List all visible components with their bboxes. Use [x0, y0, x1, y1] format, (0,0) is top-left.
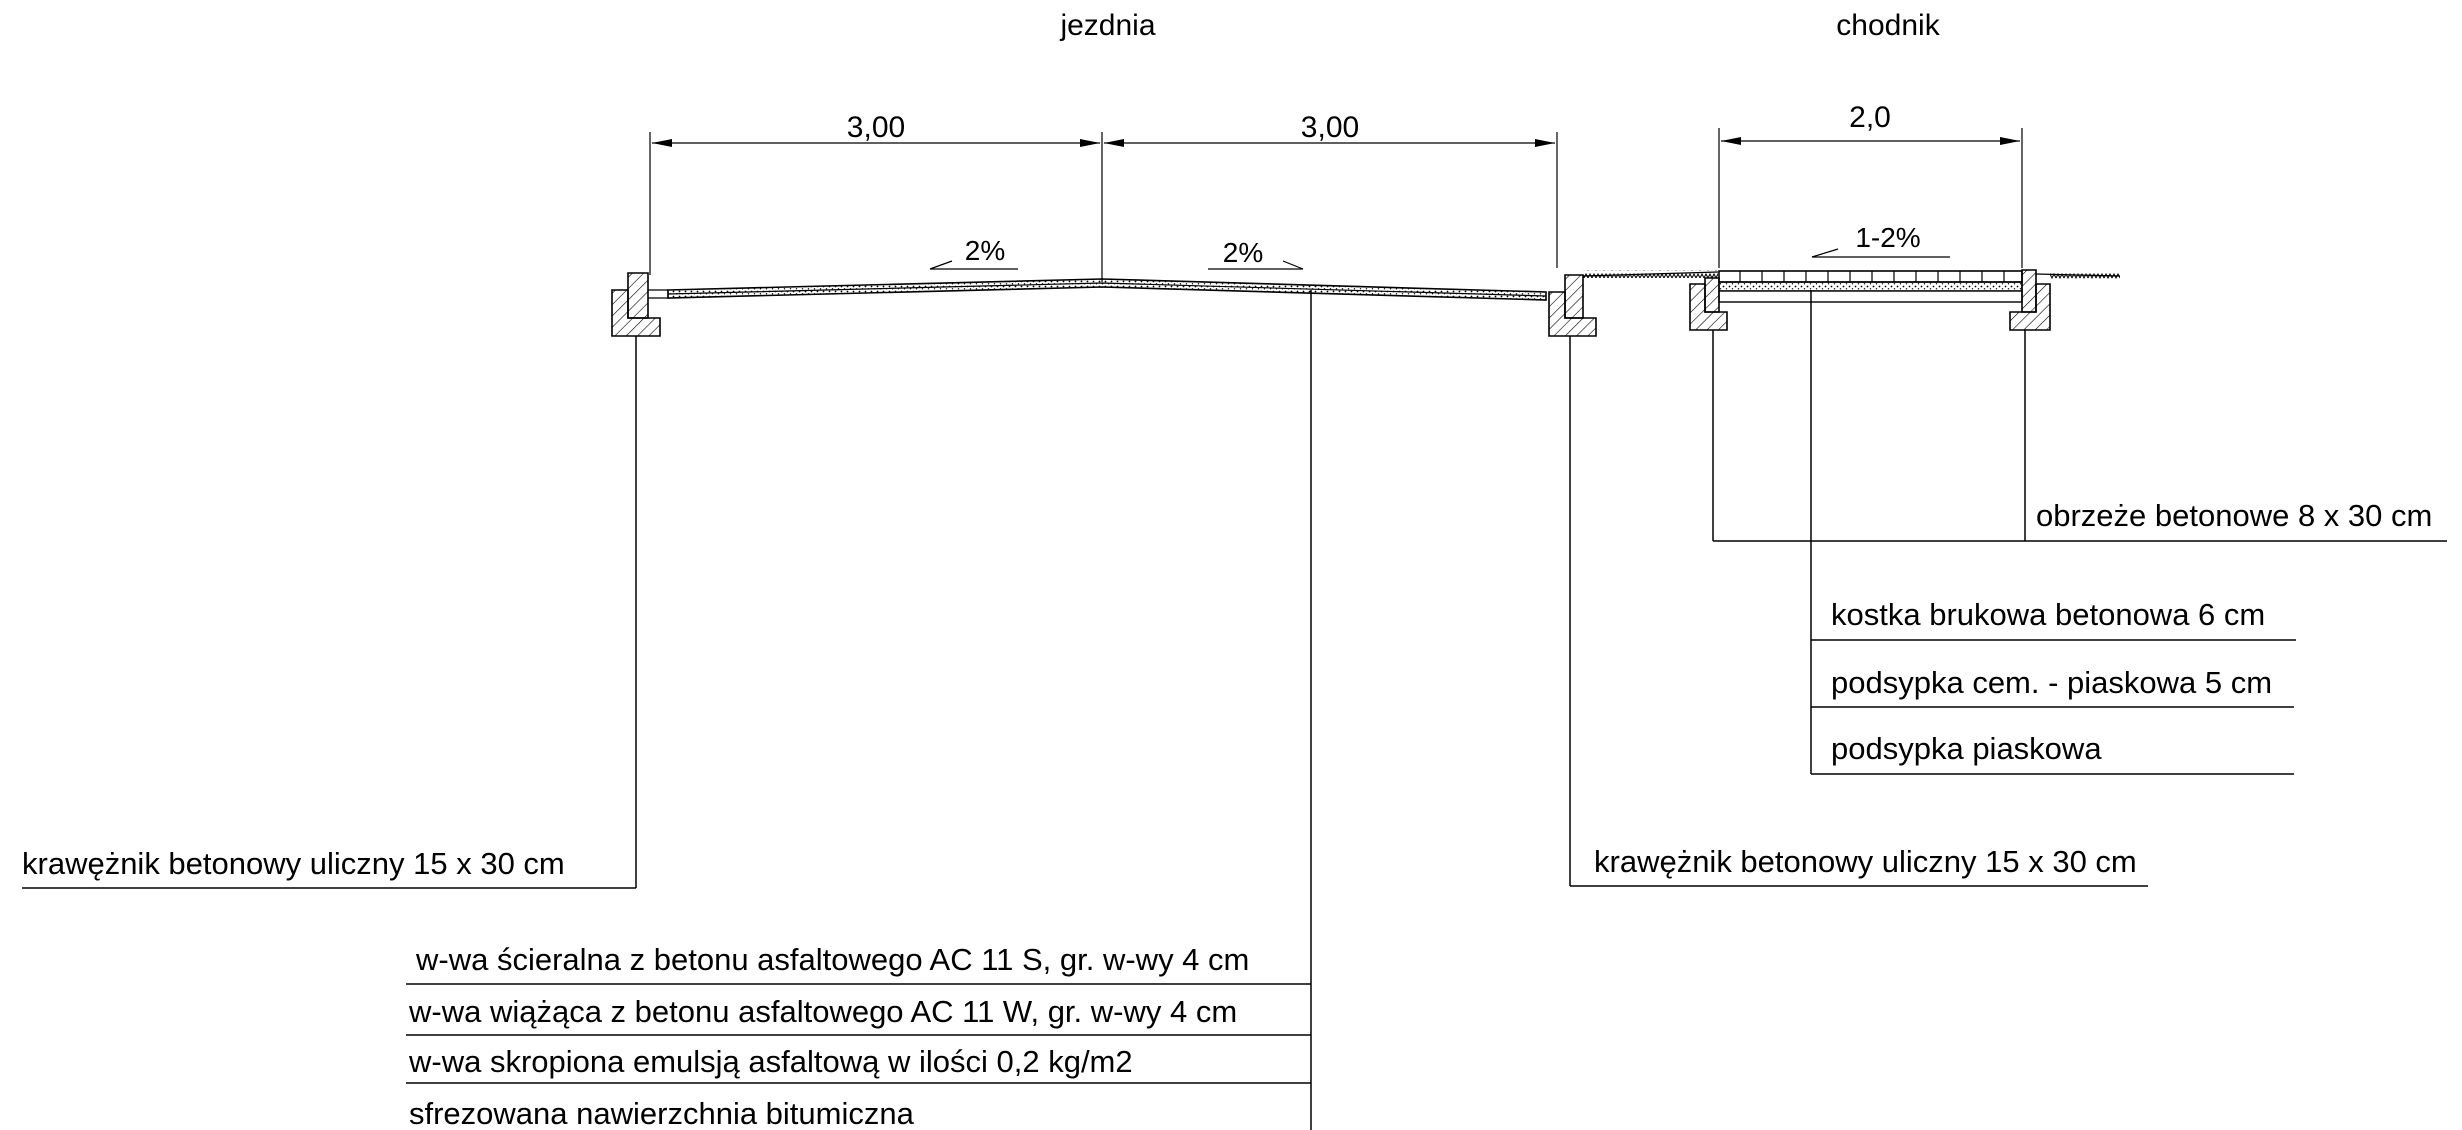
curb-right-label: krawężnik betonowy uliczny 15 x 30 cm — [1594, 844, 2137, 879]
grass-verge — [1583, 270, 1718, 278]
slope-left-lane-label: 2% — [965, 235, 1005, 266]
curb-left-label: krawężnik betonowy uliczny 15 x 30 cm — [22, 846, 565, 881]
slope-right-lane-label: 2% — [1223, 237, 1263, 268]
edging-label: obrzeże betonowe 8 x 30 cm — [2036, 498, 2432, 533]
right-curb — [1549, 275, 1596, 336]
dimension-left-lane: 3,00 — [650, 111, 1102, 282]
sidewalk-layer-paving: kostka brukowa betonowa 6 cm — [1831, 597, 2265, 632]
sidewalk-layer-cement-sand: podsypka cem. - piaskowa 5 cm — [1831, 665, 2272, 700]
dimension-sidewalk-label: 2,0 — [1849, 101, 1891, 134]
slope-right-lane: 2% — [1208, 237, 1303, 269]
sidewalk-layer-list: kostka brukowa betonowa 6 cm podsypka ce… — [1831, 597, 2272, 766]
dimension-left-lane-label: 3,00 — [847, 111, 905, 144]
road-layer-wearing: w-wa ścieralna z betonu asfaltowego AC 1… — [415, 942, 1249, 977]
roadway-header: jezdnia — [1059, 9, 1155, 42]
slope-sidewalk-label: 1-2% — [1855, 222, 1920, 253]
dimension-right-lane-label: 3,00 — [1301, 111, 1359, 144]
slope-left-lane: 2% — [930, 235, 1018, 269]
sidewalk-structure — [1690, 270, 2120, 330]
road-layer-list: w-wa ścieralna z betonu asfaltowego AC 1… — [408, 942, 1249, 1130]
sidewalk-header: chodnik — [1836, 9, 1940, 42]
left-curb — [612, 273, 668, 336]
road-layer-binder: w-wa wiążąca z betonu asfaltowego AC 11 … — [408, 994, 1237, 1029]
sidewalk-layer-sand: podsypka piaskowa — [1831, 731, 2102, 766]
slope-sidewalk: 1-2% — [1812, 222, 1950, 257]
road-layer-emulsion: w-wa skropiona emulsją asfaltową w ilośc… — [408, 1044, 1133, 1079]
road-pavement — [668, 279, 1546, 300]
dimension-right-lane: 3,00 — [1104, 111, 1557, 268]
road-layer-milled: sfrezowana nawierzchnia bitumiczna — [409, 1096, 915, 1130]
